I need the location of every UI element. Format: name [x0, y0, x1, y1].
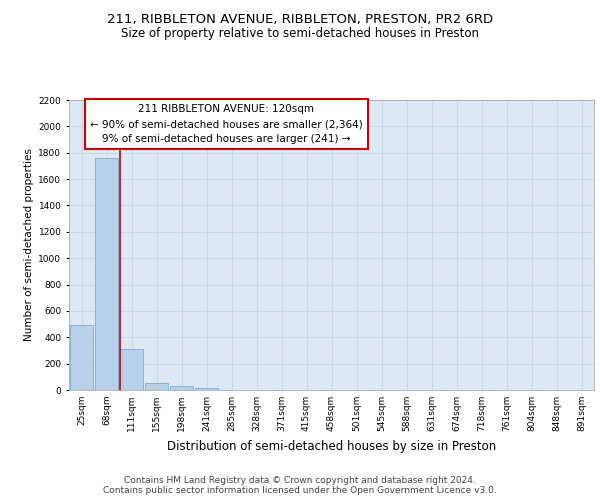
- Text: Contains HM Land Registry data © Crown copyright and database right 2024.: Contains HM Land Registry data © Crown c…: [124, 476, 476, 485]
- X-axis label: Distribution of semi-detached houses by size in Preston: Distribution of semi-detached houses by …: [167, 440, 496, 452]
- Y-axis label: Number of semi-detached properties: Number of semi-detached properties: [24, 148, 34, 342]
- Text: Size of property relative to semi-detached houses in Preston: Size of property relative to semi-detach…: [121, 28, 479, 40]
- Bar: [145, 383, 168, 390]
- Text: 211, RIBBLETON AVENUE, RIBBLETON, PRESTON, PR2 6RD: 211, RIBBLETON AVENUE, RIBBLETON, PRESTO…: [107, 12, 493, 26]
- Bar: [195, 388, 218, 390]
- Text: Contains public sector information licensed under the Open Government Licence v3: Contains public sector information licen…: [103, 486, 497, 495]
- Bar: [70, 326, 93, 390]
- Text: 211 RIBBLETON AVENUE: 120sqm
← 90% of semi-detached houses are smaller (2,364)
9: 211 RIBBLETON AVENUE: 120sqm ← 90% of se…: [90, 104, 363, 144]
- Bar: [95, 158, 118, 390]
- Bar: [170, 386, 193, 390]
- Bar: [120, 349, 143, 390]
